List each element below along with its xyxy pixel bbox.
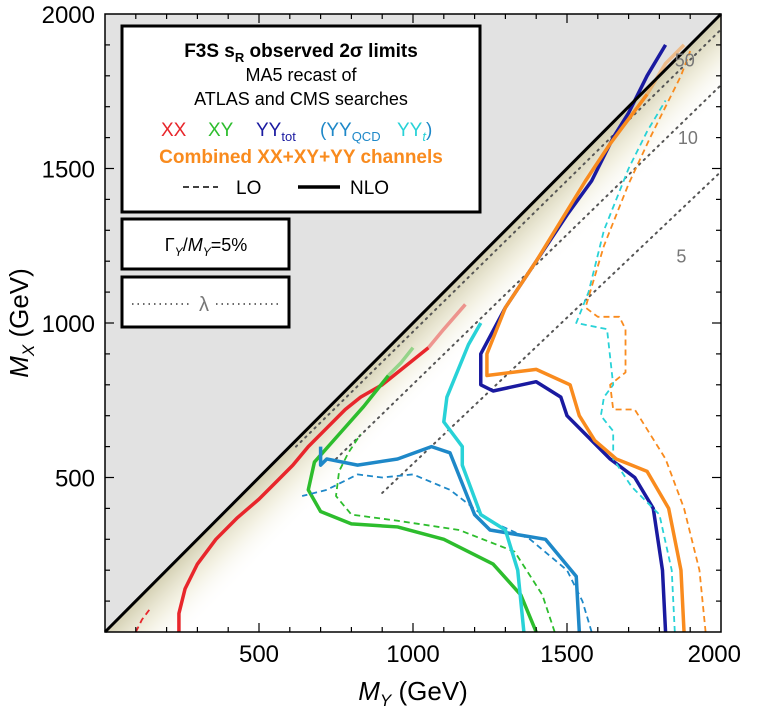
series-xy-nlo: [306, 374, 538, 632]
lambda-line-5: [381, 170, 721, 494]
legend-yyqcd-sub: QCD: [352, 129, 381, 144]
legend-title: F3S sR observed 2σ limits: [184, 41, 418, 65]
legend-yyt-main: YY: [397, 120, 423, 141]
y-axis-label-sub: X: [19, 344, 38, 357]
lambda-label-50: 50: [675, 51, 695, 71]
legend-box: F3S sR observed 2σ limits MA5 recast of …: [120, 24, 482, 214]
x-axis-label-m: M: [358, 676, 380, 706]
width-m: M: [188, 235, 203, 255]
legend-yytot: YYtot: [256, 120, 296, 144]
series-xy-lo: [335, 433, 556, 632]
series-yy-qcd-lo: [301, 473, 593, 632]
legend-paren-open: (: [320, 120, 327, 141]
legend-yyt-sub: t: [422, 129, 427, 144]
lambda-box: λ: [120, 275, 291, 329]
legend-lo: LO: [236, 178, 261, 199]
legend-combined: Combined XX+XY+YY channels: [159, 147, 443, 168]
lambda-symbol: λ: [199, 294, 209, 316]
series-xy-nlo-faded: [387, 346, 415, 377]
series-yy-t-lo: [575, 100, 676, 632]
legend-title-rest: observed 2σ limits: [244, 41, 418, 62]
x-tick-label: 1000: [386, 641, 439, 668]
width-box: ΓY/MY=5%: [120, 217, 291, 271]
legend-yytot-sub: tot: [281, 129, 296, 144]
legend-line2: MA5 recast of: [245, 65, 357, 85]
y-tick-label: 500: [55, 466, 95, 493]
width-slash: /: [183, 235, 188, 255]
x-tick-label: 1500: [540, 641, 593, 668]
width-band: [105, 14, 721, 632]
y-tick-label: 2000: [42, 2, 95, 29]
x-tick-label: 500: [239, 641, 279, 668]
legend-yyqcd: (YYQCD: [320, 120, 381, 144]
x-tick-label: 2000: [688, 641, 741, 668]
lambda-label-10: 10: [678, 128, 698, 148]
series-xx-nlo: [177, 346, 430, 632]
width-label: ΓY/MY=5%: [165, 235, 248, 259]
legend-yytot-main: YY: [256, 120, 282, 141]
legend-paren-close: ): [426, 120, 432, 141]
legend-yyt: YYt): [397, 120, 432, 144]
legend-yyqcd-main: YY: [326, 120, 352, 141]
x-axis-label-sub: Y: [380, 691, 393, 710]
series-combined-lo: [584, 50, 707, 632]
lambda-line-50: [294, 28, 721, 448]
series-xx-lo: [134, 606, 152, 632]
width-band-group: [105, 14, 721, 632]
series-yy-qcd-nlo: [318, 444, 582, 632]
x-axis-label-unit: (GeV): [391, 676, 468, 706]
width-value: =5%: [211, 235, 248, 255]
y-axis-label: MX (GeV): [4, 268, 38, 378]
series-yy-t-nlo: [442, 322, 526, 632]
legend-xx: XX: [161, 120, 187, 141]
y-tick-label: 1000: [42, 311, 95, 338]
x-axis-label: MY (GeV): [358, 676, 468, 710]
width-sub1: Y: [175, 245, 184, 259]
legend-line3: ATLAS and CMS searches: [194, 89, 408, 109]
legend-title-main: F3S s: [184, 41, 235, 62]
lambda-label-5: 5: [676, 247, 686, 267]
legend-xy: XY: [208, 120, 234, 141]
legend-nlo: NLO: [350, 178, 389, 199]
diagonal-line: [103, 12, 723, 634]
series-combined-nlo: [485, 93, 686, 632]
y-tick-label: 1500: [42, 157, 95, 184]
width-sub2: Y: [203, 245, 212, 259]
y-axis-label-unit: (GeV): [4, 268, 34, 345]
width-gamma: Γ: [165, 235, 175, 255]
y-axis-label-m: M: [4, 356, 34, 378]
series-xx-nlo-faded: [427, 303, 467, 349]
legend-title-sub: R: [235, 50, 245, 65]
